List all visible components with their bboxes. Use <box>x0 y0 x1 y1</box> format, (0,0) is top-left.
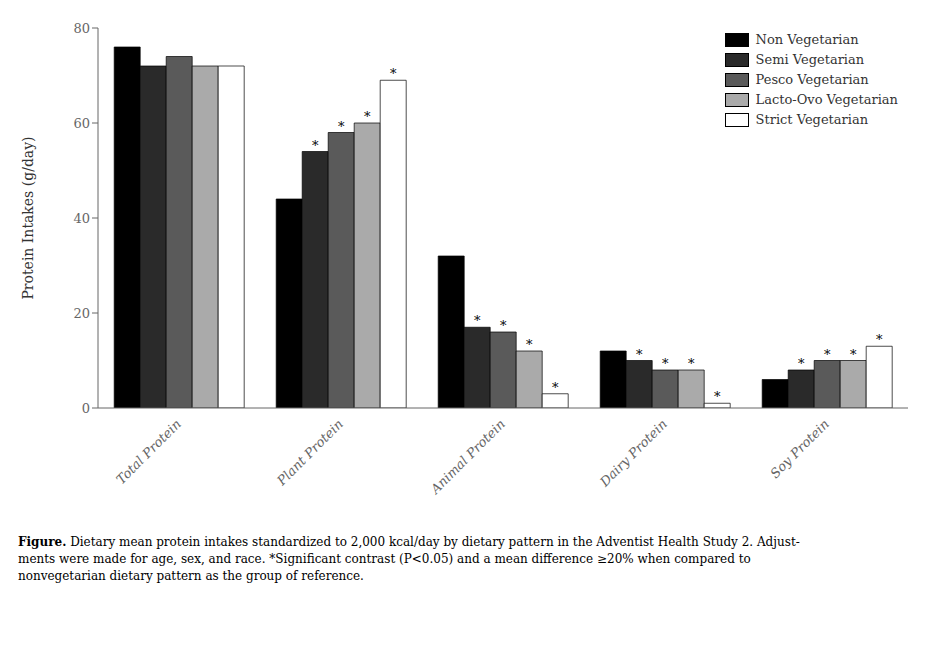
svg-text:*: * <box>364 109 371 124</box>
svg-text:*: * <box>662 356 669 371</box>
svg-text:*: * <box>876 332 883 347</box>
svg-text:*: * <box>474 313 481 328</box>
html-text:Strict Vegetarian: Strict Vegetarian <box>755 112 869 127</box>
svg-text:Soy Protein: Soy Protein <box>767 416 832 481</box>
svg-text:*: * <box>552 380 559 395</box>
svg-text:*: * <box>312 138 319 153</box>
svg-text:0: 0 <box>82 401 90 416</box>
svg-text:60: 60 <box>73 116 90 131</box>
svg-text:*: * <box>714 389 721 404</box>
html-text:Lacto-Ovo Vegetarian: Lacto-Ovo Vegetarian <box>755 92 898 107</box>
svg-text:Total Protein: Total Protein <box>113 416 184 487</box>
html-text:Semi Vegetarian: Semi Vegetarian <box>755 52 865 67</box>
svg-text:Animal Protein: Animal Protein <box>427 416 508 497</box>
html-text:Figure. Dietary mean protein i: Figure. Dietary mean protein intakes sta… <box>18 535 800 583</box>
svg-text:Protein Intakes (g/day): Protein Intakes (g/day) <box>20 136 36 299</box>
svg-text:*: * <box>798 356 805 371</box>
svg-text:*: * <box>338 119 345 134</box>
svg-text:*: * <box>824 347 831 362</box>
svg-text:*: * <box>500 318 507 333</box>
svg-text:Plant Protein: Plant Protein <box>273 416 346 489</box>
svg-text:80: 80 <box>73 21 90 36</box>
html-text:Non Vegetarian: Non Vegetarian <box>755 32 859 47</box>
svg-text:*: * <box>390 66 397 81</box>
svg-text:*: * <box>636 347 643 362</box>
svg-text:*: * <box>526 337 533 352</box>
svg-text:*: * <box>850 347 857 362</box>
svg-text:*: * <box>688 356 695 371</box>
svg-text:Dairy Protein: Dairy Protein <box>596 416 670 490</box>
html-text:Pesco Vegetarian: Pesco Vegetarian <box>755 72 869 87</box>
svg-text:40: 40 <box>73 211 90 226</box>
svg-text:20: 20 <box>73 306 90 321</box>
